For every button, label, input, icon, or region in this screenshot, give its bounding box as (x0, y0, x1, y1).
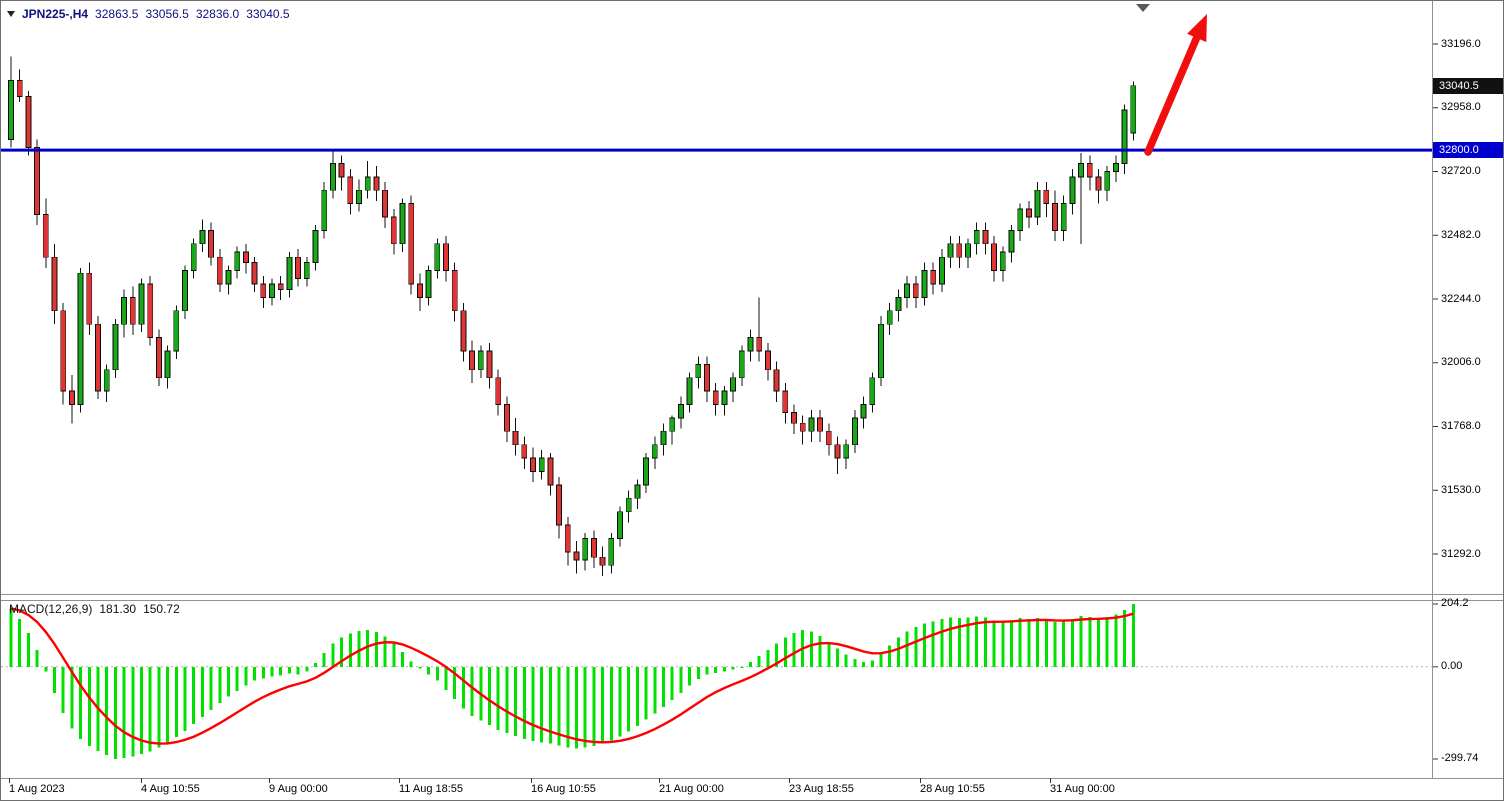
macd-scale-label: 0.00 (1441, 660, 1463, 673)
ohlc-open: 32863.5 (95, 7, 139, 21)
price-scale-label: 33196.0 (1441, 37, 1481, 50)
ohlc-close: 33040.5 (246, 7, 290, 21)
time-scale-label: 11 Aug 18:55 (399, 783, 464, 795)
candles (8, 56, 1137, 576)
macd-histogram (9, 603, 1135, 759)
time-scale-label: 23 Aug 18:55 (789, 783, 854, 795)
price-scale-label: 32482.0 (1441, 228, 1481, 241)
macd-indicator-header: MACD(12,26,9) 181.30 150.72 (9, 602, 180, 616)
time-scale-label: 16 Aug 10:55 (531, 783, 596, 795)
time-scale-label: 28 Aug 10:55 (920, 783, 985, 795)
ohlc-high: 33056.5 (145, 7, 189, 21)
macd-signal-line (10, 607, 1134, 745)
macd-scale-label: 204.2 (1441, 597, 1469, 610)
macd-signal-value: 150.72 (143, 602, 180, 616)
symbol-dropdown-icon (7, 11, 15, 17)
ohlc-low: 32836.0 (195, 7, 240, 21)
price-scale-label: 32006.0 (1441, 356, 1481, 369)
chart-header-ohlc: JPN225-,H4 32863.5 33056.5 32836.0 33040… (7, 7, 290, 21)
current-price-badge: 33040.5 (1433, 77, 1503, 94)
price-scale-label: 31530.0 (1441, 483, 1481, 496)
price-scale-label: 31768.0 (1441, 420, 1481, 432)
hline-price-badge: 32800.0 (1433, 142, 1503, 159)
price-scale-label: 32720.0 (1441, 165, 1481, 177)
time-scale-label: 4 Aug 10:55 (141, 783, 200, 795)
time-scale-label: 1 Aug 2023 (9, 783, 65, 795)
macd-scale-label: -299.74 (1441, 752, 1479, 765)
trend-arrow-object[interactable] (1144, 14, 1207, 156)
macd-indicator-label: MACD(12,26,9) (9, 602, 93, 616)
time-scale-label: 21 Aug 00:00 (659, 783, 724, 795)
time-scale-label: 31 Aug 00:00 (1050, 783, 1115, 795)
symbol-timeframe-label: JPN225-,H4 (22, 7, 89, 21)
macd-value: 181.30 (99, 602, 137, 616)
price-scale-label: 32244.0 (1441, 292, 1481, 305)
price-scale-label: 31292.0 (1441, 547, 1481, 560)
price-scale-label: 32958.0 (1441, 101, 1481, 114)
chart-shift-marker-icon[interactable] (1136, 4, 1150, 12)
time-scale-label: 9 Aug 00:00 (269, 783, 328, 795)
